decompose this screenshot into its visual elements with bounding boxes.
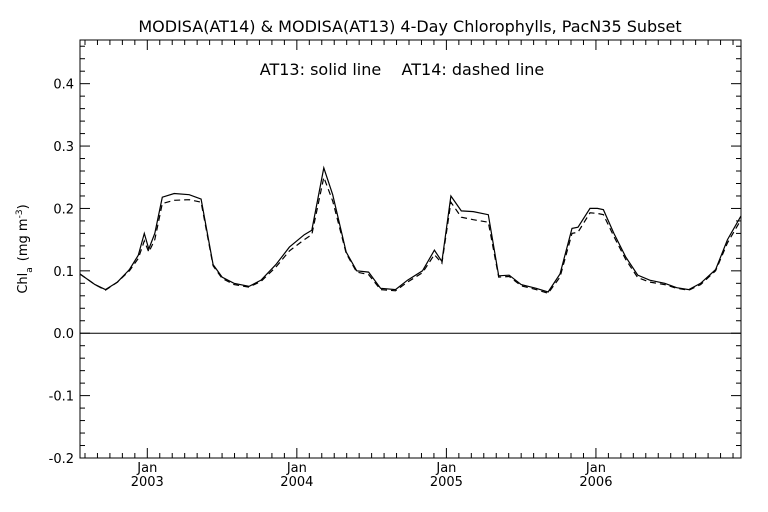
x-tick-label: Jan	[435, 461, 456, 476]
y-tick-label: 0.1	[53, 265, 74, 280]
x-tick-label: Jan	[585, 461, 606, 476]
x-tick-year: 2003	[131, 475, 164, 490]
y-tick-label: 0.3	[53, 140, 74, 155]
x-tick-year: 2006	[579, 475, 612, 490]
x-tick-year: 2004	[280, 475, 313, 490]
y-tick-label: -0.1	[49, 390, 74, 405]
y-tick-label: -0.2	[49, 452, 74, 467]
chart-annotation: AT13: solid line AT14: dashed line	[260, 60, 545, 79]
y-axis-label-sub: a	[25, 267, 35, 273]
y-axis-label-exp: -3	[15, 209, 25, 218]
y-axis-label: Chla (mg m-3)	[15, 204, 35, 293]
x-tick-label: Jan	[286, 461, 307, 476]
chart-title: MODISA(AT14) & MODISA(AT13) 4-Day Chloro…	[138, 17, 681, 36]
x-tick-label: Jan	[136, 461, 157, 476]
series-line-at13-solid	[79, 165, 742, 293]
y-tick-label: 0.0	[53, 327, 74, 342]
y-axis-label-unit: (mg m	[16, 218, 31, 261]
series-line-at14-dashed	[79, 175, 742, 294]
x-tick-year: 2005	[430, 475, 463, 490]
y-axis-label-close: )	[16, 204, 31, 209]
y-tick-label: 0.4	[53, 78, 74, 93]
y-axis-label-main: Chl	[16, 273, 31, 294]
plot-frame	[79, 39, 742, 459]
y-tick-label: 0.2	[53, 202, 74, 217]
